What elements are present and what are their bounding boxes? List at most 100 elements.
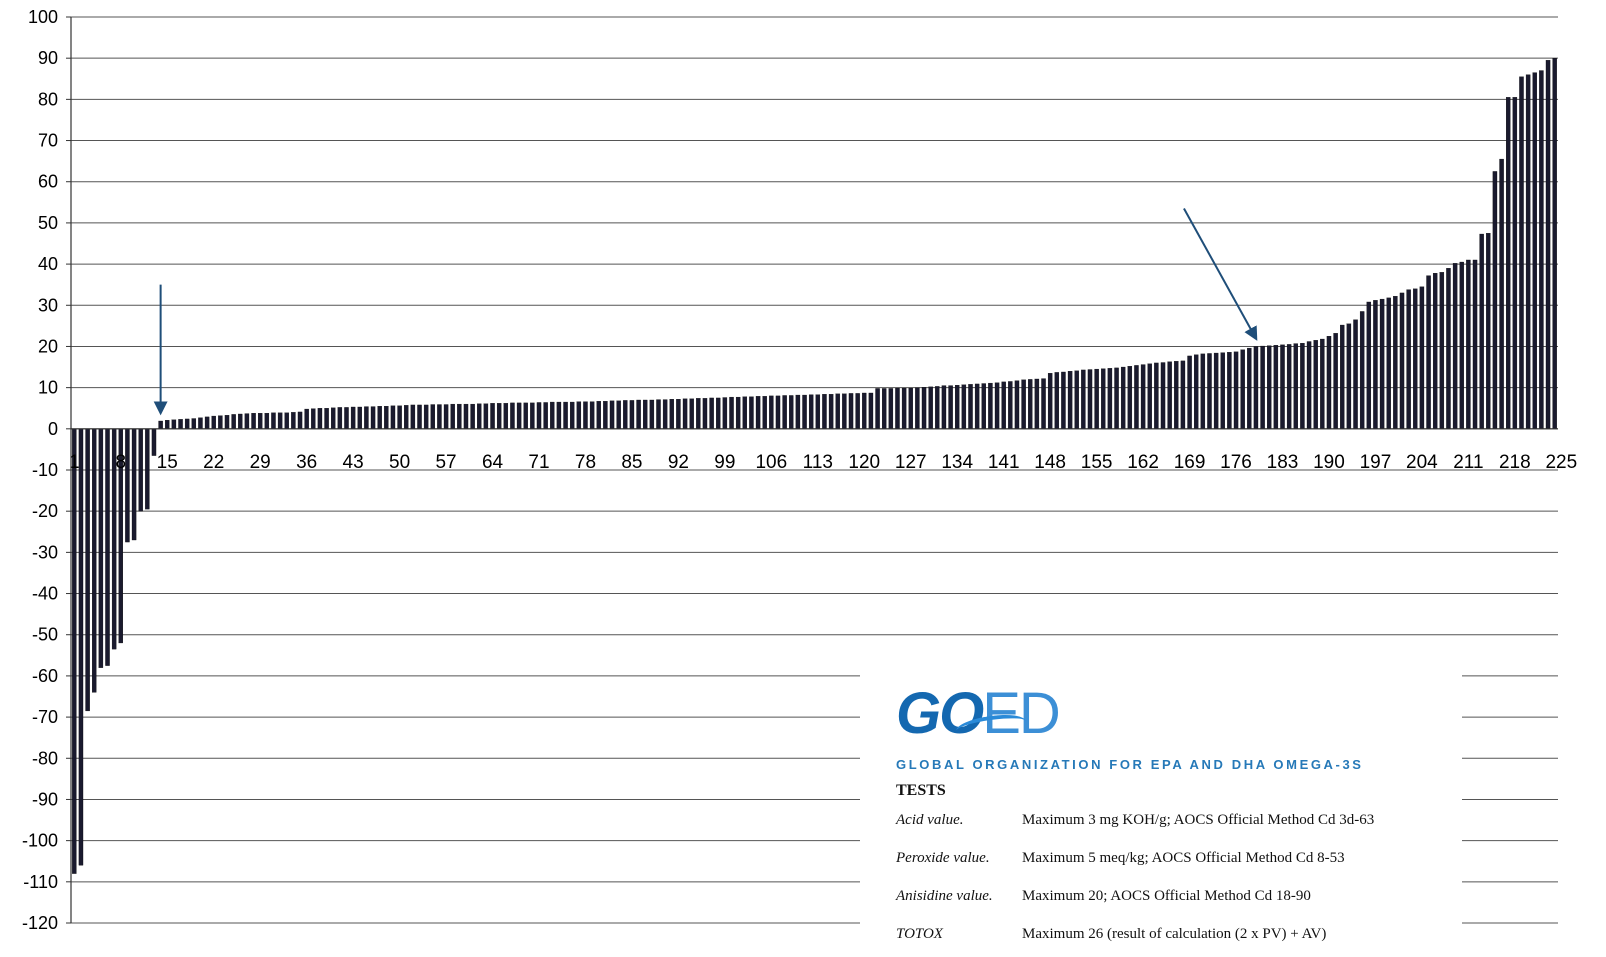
x-tick-label: 22 [203, 452, 224, 473]
bar [1466, 259, 1471, 429]
bar [138, 428, 143, 512]
bar [490, 403, 495, 429]
bar [404, 405, 409, 429]
x-tick-label: 120 [848, 452, 880, 473]
bar [835, 393, 840, 429]
bar [450, 403, 455, 429]
bar [1101, 368, 1106, 429]
x-tick-label: 64 [482, 452, 504, 473]
bar [881, 388, 887, 429]
bar [457, 403, 462, 429]
bar [769, 395, 774, 429]
bar [1340, 324, 1345, 429]
x-tick-label: 36 [296, 452, 317, 473]
bar [643, 399, 648, 429]
goed-logo-go: GO [896, 681, 984, 746]
bar [1247, 347, 1252, 429]
x-tick-label: 169 [1174, 452, 1206, 473]
bar [1326, 336, 1332, 429]
bar [629, 400, 635, 429]
bar [961, 384, 967, 429]
x-tick-label: 162 [1127, 452, 1159, 473]
bar [1154, 362, 1159, 429]
bar [1293, 343, 1298, 429]
spec-term: TOTOX [896, 926, 943, 942]
bar [98, 428, 104, 668]
bar [988, 382, 993, 429]
bar [862, 392, 867, 429]
bar [815, 394, 821, 429]
bar [204, 416, 210, 429]
bar [1174, 361, 1179, 429]
bar [1067, 371, 1073, 429]
bar [1452, 263, 1458, 429]
x-tick-label: 190 [1313, 452, 1345, 473]
bar [1413, 288, 1418, 429]
bar [895, 387, 900, 429]
bar [317, 408, 323, 429]
x-tick-label: 176 [1220, 452, 1252, 473]
x-tick-label: 225 [1545, 452, 1577, 473]
bar [1114, 367, 1119, 429]
bar [696, 398, 701, 429]
bar [1220, 352, 1225, 429]
bar [1492, 171, 1498, 429]
x-tick-label: 15 [157, 452, 178, 473]
bar [1147, 363, 1152, 429]
bar [417, 404, 422, 429]
bar [523, 402, 528, 429]
bar [1359, 311, 1365, 429]
bar [337, 407, 343, 429]
bar [948, 385, 953, 429]
bar [955, 385, 960, 429]
bar [211, 415, 216, 429]
x-tick-label: 141 [988, 452, 1020, 473]
spec-term: Peroxide value. [896, 850, 990, 866]
y-tick-label: -90 [32, 789, 58, 809]
bar [331, 407, 336, 429]
bar [1346, 323, 1352, 429]
bar [616, 400, 621, 429]
x-axis-tick-labels: 1 8 15 22 29 36 43 50 57 64 71 78 85 92 99 106 113 120 127… [69, 452, 1577, 473]
bar [550, 401, 555, 429]
bar [1479, 233, 1484, 429]
x-tick-label: 99 [714, 452, 735, 473]
bar [370, 406, 376, 429]
bar [974, 383, 980, 429]
bar [244, 413, 250, 429]
bar [297, 411, 303, 429]
bar [496, 403, 502, 429]
bar [1426, 275, 1431, 429]
bar [802, 394, 807, 429]
y-tick-label: 80 [38, 89, 58, 109]
bar [1008, 381, 1013, 429]
bar [994, 382, 1000, 429]
bar [1193, 354, 1199, 429]
y-tick-label: -100 [22, 831, 58, 851]
spec-row: Peroxide value. Maximum 5 meq/kg; AOCS Of… [896, 850, 1345, 867]
bar [755, 396, 761, 429]
bar [563, 401, 568, 429]
spec-row: Anisidine value. Maximum 20; AOCS Officia… [896, 888, 1311, 905]
bar [1180, 360, 1186, 429]
bar [623, 400, 628, 429]
bar [1472, 259, 1478, 429]
bar [277, 412, 283, 429]
x-tick-label: 106 [755, 452, 787, 473]
y-tick-label: 30 [38, 295, 58, 315]
x-tick-label: 92 [668, 452, 689, 473]
bar [85, 428, 90, 712]
bar [1525, 74, 1531, 429]
y-tick-label: 70 [38, 131, 58, 151]
bar [1014, 380, 1020, 429]
bar [430, 404, 436, 429]
bar [251, 413, 256, 429]
x-tick-label: 57 [435, 452, 456, 473]
bar [1167, 361, 1172, 429]
bar [1486, 233, 1491, 429]
bar [762, 396, 767, 429]
bar [1041, 378, 1046, 429]
bar [589, 401, 595, 429]
bar [125, 428, 130, 543]
x-tick-label: 1 [69, 452, 80, 473]
